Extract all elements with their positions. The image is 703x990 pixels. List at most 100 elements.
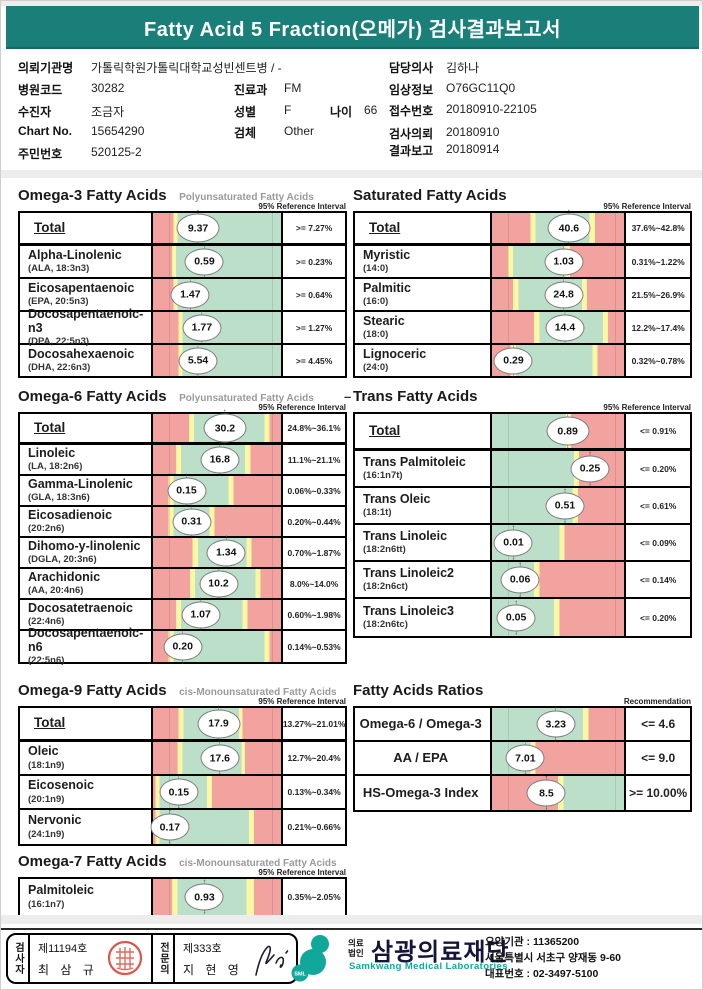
table-row: Total ↑ 9.37 ↓ >= 7.27% [20,209,345,248]
marker-arrow-up-icon: ↑ [184,472,189,479]
marker-value: 0.89 [557,425,578,437]
field-value-result-reported: 20180914 [446,142,500,156]
results-table: Total ↑ 0.89 ↓ <= 0.91% Trans Palmitoleic (16:… [353,412,692,638]
panel-trans: – Trans Fatty Acids 95% Reference Interv… [344,388,692,638]
analyte-name: Trans Linoleic [363,528,448,543]
specialist-cell: 제333호 지 현 영 [175,935,296,982]
gridline [615,312,617,343]
marker-value: 1.07 [190,608,211,621]
marker-arrow-up-icon: ↑ [218,441,222,448]
row-label-cell: Total [20,213,154,243]
certification-box: 검사자 제11194호 최 삼 규 전문의 제333호 지 현 영 [6,933,298,984]
analyte-name: Total [34,419,66,435]
value-marker: ↑ 1.34 ↓ [206,534,246,571]
reference-zone-chart: ↑ 0.59 ↓ [153,243,284,280]
panel-header: Omega-3 Fatty Acids Polyunsaturated Fatt… [18,187,347,211]
reference-zone-chart: ↑ 3.23 ↓ [492,706,627,743]
row-label-cell: Docosahexaenoic (DHA, 22:6n3) [20,345,154,376]
table-row: Eicosapentaenoic (EPA, 20:5n3) ↑ 1.47 ↓ >= 0.… [20,276,345,313]
gridline [272,708,274,739]
marker-arrow-down-icon: ↓ [224,564,228,571]
reference-interval-label: 95% Reference Interval [258,868,346,877]
field-label-patient: 수진자 [18,105,52,119]
gridline [272,742,274,774]
marker-arrow-down-icon: ↓ [218,769,222,777]
reference-interval-value: 0.14%~0.53% [287,641,341,652]
analyte-name: Eicosapentaenoic [28,280,135,295]
field-label-receipt-no: 접수번호 [389,104,434,118]
analyte-code: (22:5n6) [28,655,65,667]
gridline [615,525,617,560]
reference-interval-value: <= 4.6 [641,717,676,731]
reference-zone-chart: ↑ 0.17 ↓ [150,809,284,846]
analyte-name: Eicosenoic [28,778,94,793]
panel-header: Fatty Acids Ratios Recommendation [353,682,692,706]
report-header: Fatty Acid 5 Fraction(오메가) 검사결과보고서 [6,6,699,49]
row-label-cell: Eicosenoic (20:1n9) [20,776,154,808]
analyte-code: (18:2n6tc) [363,619,408,631]
row-label-cell: Oleic (18:1n9) [20,742,154,774]
table-row: Docosapentaenoic-n6 (22:5n6) ↑ 0.20 ↓ 0.14%~0… [20,626,345,666]
table-row: Stearic (18:0) ↑ 14.4 ↓ 12.2%~17.4% [355,309,690,346]
reference-interval-value: 0.21%~0.66% [287,822,341,832]
row-label-cell: Trans Linoleic3 (18:2n6tc) [355,599,493,636]
marker-value: 0.15 [176,484,197,497]
reference-zone-chart: ↑ 0.31 ↓ [153,503,284,540]
table-row: Trans Linoleic (18:2n6tt) ↑ 0.01 ↓ <= 0.09% [355,524,690,562]
reference-interval-value: 11.1%~21.1% [287,454,341,465]
marker-arrow-up-icon: ↑ [188,276,193,283]
row-label-cell: Omega-6 / Omega-3 [355,708,493,740]
analyte-name: Oleic [28,744,59,759]
field-value-patient: 조금자 [91,105,125,119]
analyte-code: (14:0) [363,263,389,275]
marker-arrow-down-icon: ↓ [523,769,528,777]
field-label-resident-no: 주민번호 [18,147,63,161]
table-row: Trans Linoleic3 (18:2n6tc) ↑ 0.05 ↓ <= 0.20% [355,599,690,636]
marker-arrow-down-icon: ↓ [561,306,566,313]
marker-value: 14.4 [554,321,576,334]
table-row: Total ↑ 30.2 ↓ 24.8%~36.1% [20,409,345,448]
marker-value: 0.05 [505,611,527,624]
value-marker: ↑ 10.2 ↓ [199,565,239,602]
table-row: Dihomo-y-linolenic (DGLA, 20:3n6) ↑ 1.34 ↓ 0.… [20,534,345,571]
reference-interval-value: 0.06%~0.33% [287,485,341,496]
org-type: 의료 법인 [348,938,364,959]
value-marker: ↑ 17.6 ↓ [200,740,240,777]
marker-arrow-down-icon: ↓ [518,591,522,598]
analyte-name: Docosahexaenoic [28,346,135,361]
panel-title: Trans Fatty Acids [353,388,478,405]
reference-zone-chart: ↑ 0.15 ↓ [153,472,284,509]
gridline [615,599,617,636]
row-label-cell: Docosapentaenoic-n6 (22:5n6) [20,626,154,666]
reference-zone-chart: ↑ 1.07 ↓ [153,596,284,633]
reference-zone-chart: ↑ 24.8 ↓ [492,276,627,313]
reference-interval-value: 0.20%~0.44% [287,516,341,527]
panel-title: Omega-9 Fatty Acids [18,682,167,699]
row-label-cell: Palmitoleic (16:1n7) [20,879,154,915]
inspector-name: 최 삼 규 [38,963,98,977]
marker-arrow-down-icon: ↓ [196,240,200,248]
analyte-code: (DHA, 22:6n3) [28,362,91,374]
table-row: Total ↑ 17.9 ↓ 13.27%~21.01% [20,704,345,743]
results-table: Omega-6 / Omega-3 ↑ 3.23 ↓ <= 4.6 AA / EPA ↑ 7.… [353,706,692,812]
analyte-name: Total [34,219,66,235]
reference-zone-chart: ↑ 1.47 ↓ [153,276,284,313]
gridline [168,879,170,915]
gridline [168,213,170,243]
value-marker: ↑ 0.17 ↓ [150,809,190,846]
gridline [168,279,170,310]
table-row: Oleic (18:1n9) ↑ 17.6 ↓ 12.7%~20.4% [20,740,345,777]
marker-arrow-down-icon: ↓ [189,533,194,540]
analyte-code: (20:2n6) [28,523,65,535]
value-marker: ↑ 1.77 ↓ [182,309,222,346]
divider-band [1,915,702,924]
table-row: Eicosenoic (20:1n9) ↑ 0.15 ↓ 0.13%~0.34% [20,774,345,811]
gridline [272,213,274,243]
marker-value: 0.06 [509,573,531,586]
value-marker: ↑ 7.01 ↓ [505,740,545,777]
table-row: Total ↑ 40.6 ↓ 37.6%~42.8% [355,209,690,248]
analyte-code: (LA, 18:2n6) [28,461,83,473]
gridline [168,246,170,277]
marker-value: 24.8 [553,288,574,301]
reference-zone-chart: ↑ 8.5 ↓ [492,775,627,812]
